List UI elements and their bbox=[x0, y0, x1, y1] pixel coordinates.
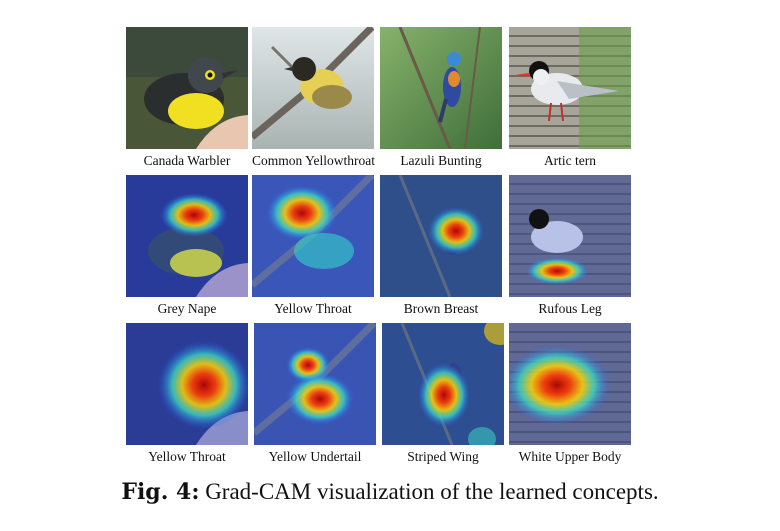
bird-photo bbox=[126, 27, 248, 149]
gradcam-heatmap bbox=[126, 323, 248, 445]
concept-label: Lazuli Bunting bbox=[400, 153, 482, 168]
caption-text: Grad-CAM visualization of the learned co… bbox=[205, 479, 659, 504]
gradcam-heatmap bbox=[509, 175, 631, 297]
figure-cell: Yellow Undertail bbox=[254, 323, 376, 465]
figure-cell: Rufous Leg bbox=[509, 175, 631, 317]
concept-label: Common Yellowthroat bbox=[252, 153, 376, 168]
bird-photo bbox=[252, 27, 374, 149]
figure-cell: Yellow Throat bbox=[252, 175, 374, 317]
bird-photo bbox=[509, 27, 631, 149]
figure-cell: White Upper Body bbox=[509, 323, 631, 465]
figure-cell: Lazuli Bunting bbox=[380, 27, 502, 169]
gradcam-heatmap bbox=[382, 323, 504, 445]
concept-label: Rufous Leg bbox=[538, 301, 602, 316]
gradcam-heatmap bbox=[126, 175, 248, 297]
concept-label: Yellow Throat bbox=[148, 449, 226, 464]
gradcam-heatmap bbox=[254, 323, 376, 445]
figure-caption: Fig. 4: Grad-CAM visualization of the le… bbox=[0, 479, 780, 505]
figure-number: Fig. 4: bbox=[121, 479, 200, 505]
concept-label: Canada Warbler bbox=[143, 153, 231, 168]
figure-cell: Common Yellowthroat bbox=[252, 27, 376, 169]
concept-label: Striped Wing bbox=[407, 449, 479, 464]
concept-label: Artic tern bbox=[543, 153, 597, 168]
concept-label: Grey Nape bbox=[157, 301, 217, 316]
figure-cell: Brown Breast bbox=[380, 175, 502, 317]
gradcam-heatmap bbox=[252, 175, 374, 297]
concept-label: Brown Breast bbox=[403, 301, 479, 316]
figure-cell: Grey Nape bbox=[126, 175, 248, 317]
concept-label: Yellow Undertail bbox=[268, 449, 362, 464]
figure-cell: Artic tern bbox=[509, 27, 631, 169]
concept-label: Yellow Throat bbox=[274, 301, 352, 316]
concept-label: White Upper Body bbox=[518, 449, 622, 464]
figure-cell: Yellow Throat bbox=[126, 323, 248, 465]
figure-cell: Canada Warbler bbox=[126, 27, 248, 169]
gradcam-heatmap bbox=[509, 323, 631, 445]
bird-photo bbox=[380, 27, 502, 149]
gradcam-heatmap bbox=[380, 175, 502, 297]
figure-cell: Striped Wing bbox=[382, 323, 504, 465]
